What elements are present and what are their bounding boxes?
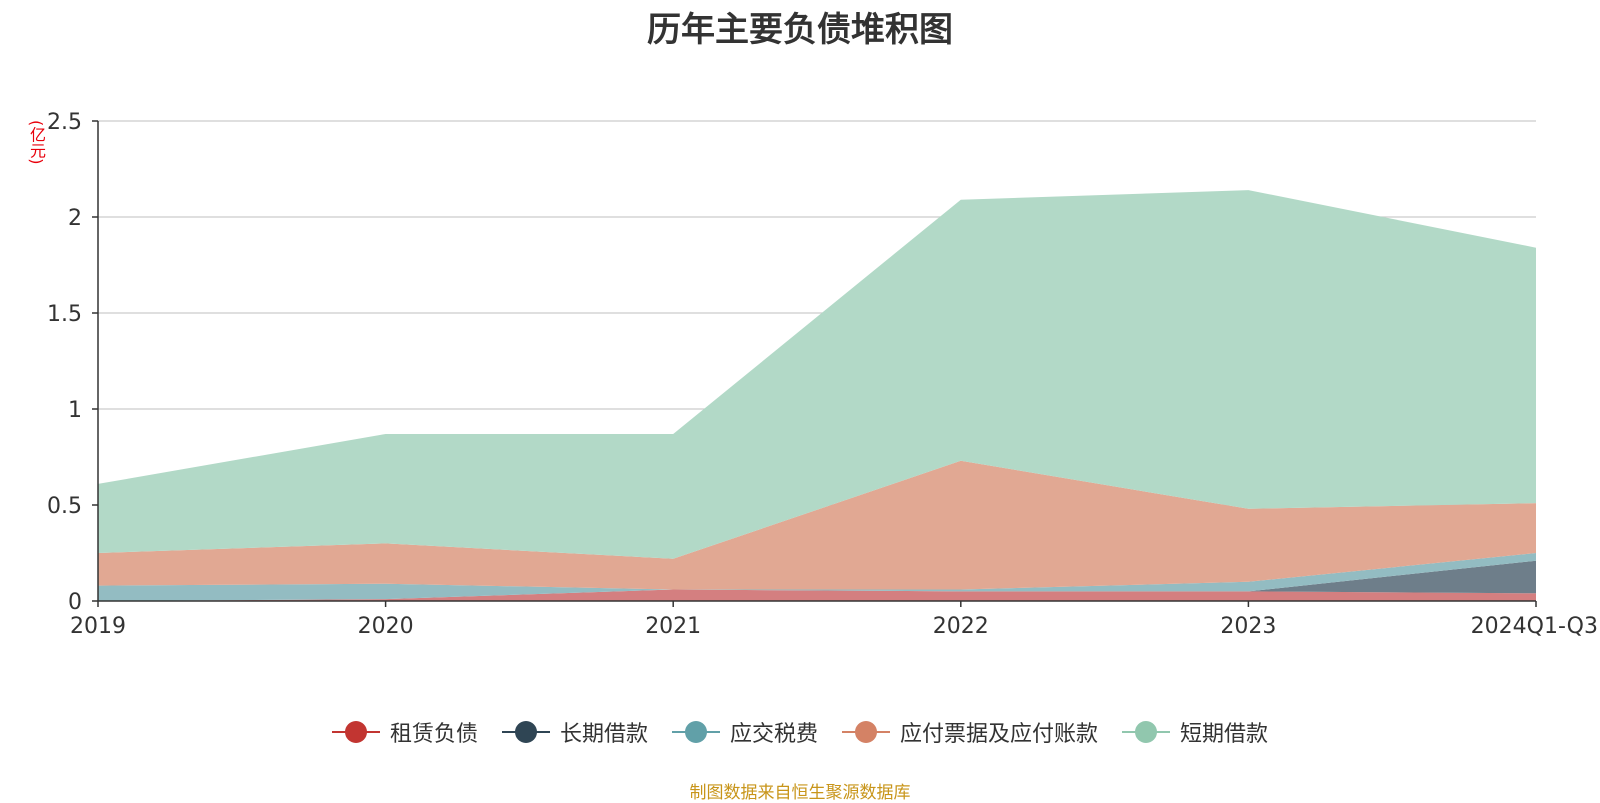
y-tick-label: 1.5 [47,302,82,327]
source-note: 制图数据来自恒生聚源数据库 [689,783,911,803]
legend-item[interactable]: 应付票据及应付账款 [842,716,1098,748]
area-短期借款 [98,190,1536,559]
legend-marker-icon [331,720,380,744]
legend-marker-icon [501,720,550,744]
y-axis-unit-label: (亿元) [27,120,46,165]
legend-item[interactable]: 应交税费 [671,716,818,748]
y-tick-label: 2 [68,206,82,231]
area-应交税费 [98,553,1536,601]
x-tick-label: 2024Q1-Q3 [1471,614,1598,639]
legend-marker-icon [671,720,720,744]
area-租赁负债 [98,589,1536,601]
legend-marker-icon [1122,720,1171,744]
y-tick-label: 2.5 [47,110,82,135]
chart-title: 历年主要负债堆积图 [647,10,953,50]
y-tick-label: 0.5 [47,494,82,519]
legend-marker-icon [842,720,890,744]
legend-item[interactable]: 短期借款 [1122,716,1268,748]
y-tick-label: 1 [68,398,82,423]
legend-label: 短期借款 [1180,722,1269,747]
area-series [98,190,1536,601]
area-应付票据及应付账款 [98,460,1536,590]
x-tick-label: 2019 [70,614,126,639]
x-tick-label: 2020 [358,614,414,639]
x-tick-label: 2023 [1220,614,1276,639]
legend-label: 长期借款 [559,722,648,747]
x-tick-label: 2022 [933,614,989,639]
legend-label: 应交税费 [729,722,818,747]
y-tick-label: 0 [68,590,82,615]
legend-item[interactable]: 长期借款 [501,716,648,748]
stacked-area-chart: 0 0.5 1 1.5 2 2.5 2019 2020 2021 2022 2023 2024Q1-Q… [47,110,1598,639]
legend-label: 租赁负债 [389,722,478,747]
tick-labels: 0 0.5 1 1.5 2 2.5 2019 2020 2021 2022 2023 2024Q1-Q… [47,110,1598,639]
axes [92,120,1537,607]
legend: 租赁负债 长期借款 应交税费 应付票据及应付账款 短期借款 [0,716,1600,748]
legend-label: 应付票据及应付账款 [900,722,1099,747]
legend-item[interactable]: 租赁负债 [331,716,478,748]
x-tick-label: 2021 [645,614,701,639]
